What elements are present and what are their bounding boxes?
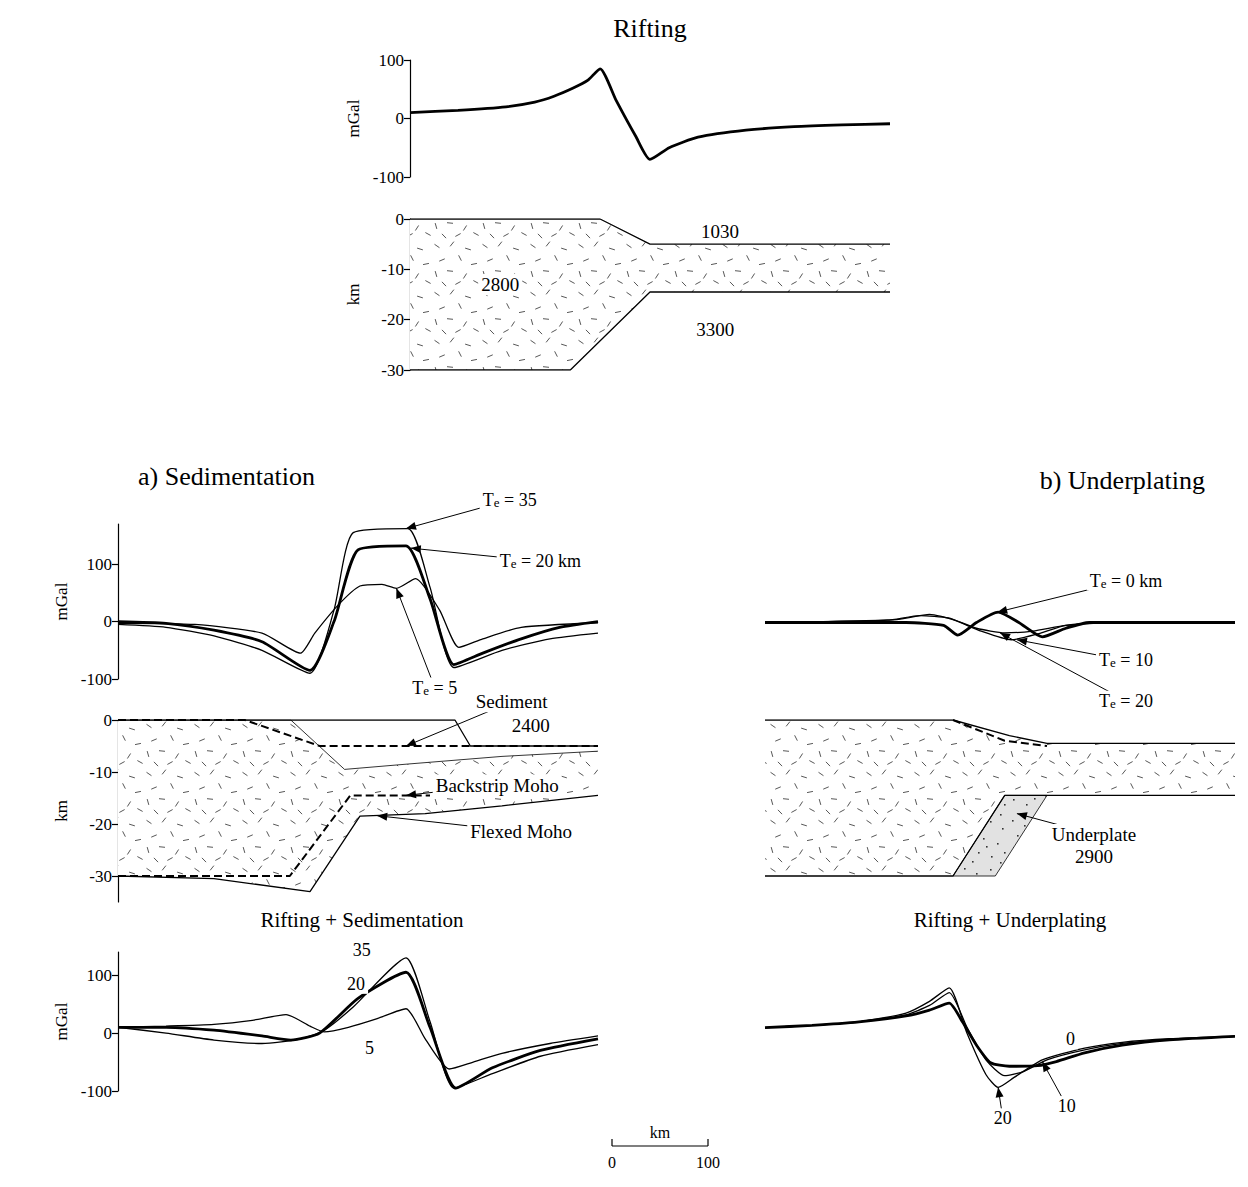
svg-text:e: e	[1100, 575, 1107, 591]
svg-text:-30: -30	[89, 867, 112, 886]
svg-text:T: T	[500, 551, 511, 571]
svg-text:km: km	[52, 800, 71, 822]
svg-text:T: T	[412, 678, 423, 698]
svg-text:mGal: mGal	[344, 99, 363, 137]
svg-text:T: T	[483, 490, 494, 510]
svg-text:e: e	[493, 494, 500, 510]
svg-text:km: km	[344, 284, 363, 306]
svg-text:35: 35	[353, 940, 371, 960]
svg-text:Sediment: Sediment	[476, 691, 548, 712]
svg-text:20: 20	[347, 974, 365, 994]
svg-text:e: e	[1110, 655, 1116, 671]
svg-text:0: 0	[104, 711, 113, 730]
svg-text:100: 100	[379, 51, 405, 70]
svg-text:1030: 1030	[701, 221, 739, 242]
svg-text:Rifting + Underplating: Rifting + Underplating	[914, 908, 1107, 932]
svg-text:Backstrip Moho: Backstrip Moho	[436, 775, 559, 796]
svg-text:2400: 2400	[512, 715, 550, 736]
svg-text:T: T	[1099, 691, 1110, 711]
svg-text:= 5: = 5	[429, 678, 457, 698]
svg-text:3300: 3300	[696, 319, 734, 340]
svg-text:= 20: = 20	[1116, 691, 1153, 711]
svg-text:10: 10	[1058, 1096, 1076, 1116]
svg-text:Rifting: Rifting	[613, 14, 687, 43]
svg-text:a) Sedimentation: a) Sedimentation	[138, 462, 315, 491]
svg-text:mGal: mGal	[52, 1002, 71, 1040]
svg-text:Underplate: Underplate	[1052, 824, 1136, 845]
svg-text:e: e	[510, 556, 517, 572]
svg-text:mGal: mGal	[52, 582, 71, 620]
svg-text:-100: -100	[81, 670, 112, 689]
svg-text:5: 5	[365, 1038, 374, 1058]
svg-text:-30: -30	[381, 361, 404, 380]
svg-text:e: e	[1110, 695, 1116, 711]
svg-text:0: 0	[396, 210, 405, 229]
svg-text:= 35: = 35	[499, 490, 536, 510]
svg-text:-100: -100	[81, 1082, 112, 1101]
svg-text:Flexed Moho: Flexed Moho	[470, 821, 572, 842]
svg-text:100: 100	[87, 966, 113, 985]
svg-text:0: 0	[104, 1024, 113, 1043]
svg-text:= 10: = 10	[1116, 650, 1153, 670]
svg-text:km: km	[650, 1124, 671, 1141]
svg-text:2900: 2900	[1075, 846, 1113, 867]
svg-text:0: 0	[104, 612, 113, 631]
svg-text:-20: -20	[89, 815, 112, 834]
svg-text:-20: -20	[381, 310, 404, 329]
svg-text:T: T	[1099, 650, 1110, 670]
svg-text:-10: -10	[381, 260, 404, 279]
svg-text:20: 20	[994, 1108, 1012, 1128]
svg-text:b) Underplating: b) Underplating	[1040, 466, 1205, 495]
svg-text:0: 0	[1066, 1029, 1075, 1049]
svg-text:T: T	[1090, 571, 1101, 591]
svg-text:-10: -10	[89, 763, 112, 782]
svg-text:0: 0	[396, 109, 405, 128]
svg-text:e: e	[423, 682, 430, 698]
svg-text:-100: -100	[373, 168, 404, 187]
svg-text:100: 100	[87, 555, 113, 574]
svg-text:2800: 2800	[481, 274, 519, 295]
svg-text:= 0 km: = 0 km	[1107, 571, 1163, 591]
svg-text:0: 0	[608, 1154, 616, 1171]
svg-text:100: 100	[696, 1154, 720, 1171]
svg-text:Rifting + Sedimentation: Rifting + Sedimentation	[260, 908, 464, 932]
svg-text:= 20 km: = 20 km	[516, 551, 581, 571]
